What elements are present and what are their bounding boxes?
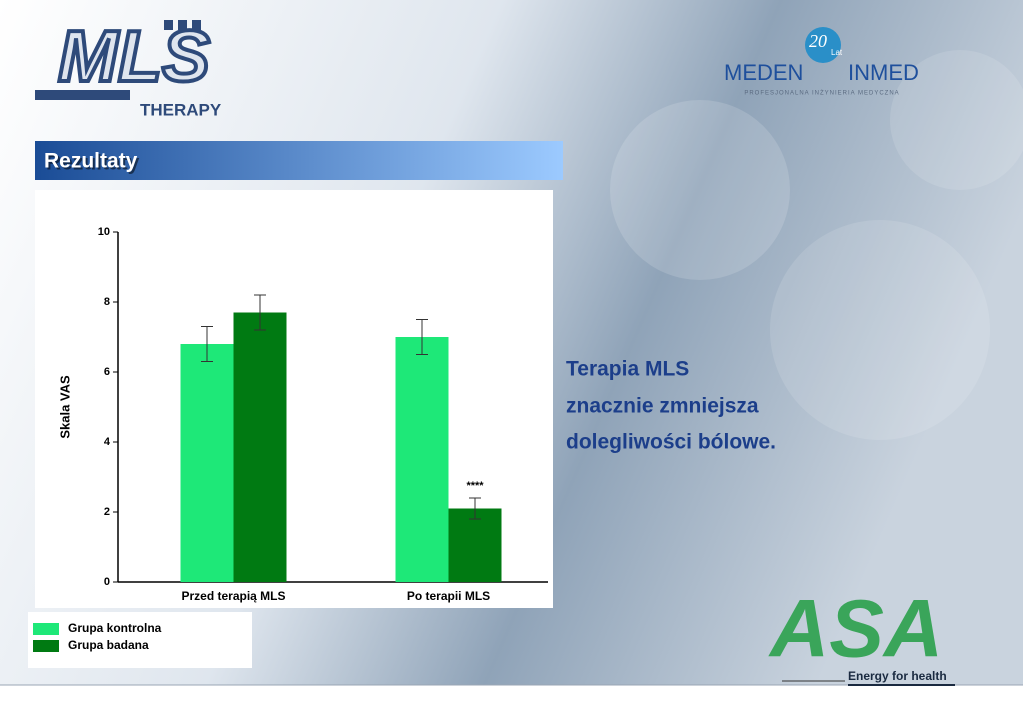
y-tick-label: 4 <box>104 436 111 448</box>
decor <box>770 220 990 440</box>
footer-tagline: Energy for health <box>848 669 947 683</box>
section-title-shadow: Rezultaty <box>46 152 140 175</box>
partner-tagline: PROFESJONALNA INŻYNIERIA MEDYCZNA <box>744 90 899 97</box>
partner-right: INMED <box>848 60 919 85</box>
bar <box>233 312 287 582</box>
annotation: **** <box>466 480 484 492</box>
footer-logo: ASA <box>768 584 943 675</box>
legend-swatch <box>33 623 59 635</box>
logo-square <box>178 20 187 30</box>
legend-swatch <box>33 640 59 652</box>
y-tick-label: 10 <box>98 226 110 238</box>
logo-square <box>164 20 173 30</box>
y-tick-label: 8 <box>104 296 110 308</box>
legend-label: Grupa kontrolna <box>68 621 162 635</box>
legend-label: Grupa badana <box>68 638 149 652</box>
badge <box>805 27 841 63</box>
y-axis-label: Skala VAS <box>57 375 72 439</box>
x-tick-label: Przed terapią MLS <box>181 589 285 603</box>
y-tick-label: 2 <box>104 506 110 518</box>
error-bar <box>201 326 213 362</box>
claim-line: znacznie zmniejsza <box>566 395 759 418</box>
decor <box>890 50 1023 190</box>
claim-line: dolegliwości bólowe. <box>566 431 776 454</box>
logo-bar <box>35 90 130 100</box>
bottom-strip <box>0 685 1023 708</box>
x-tick-label: Po terapii MLS <box>407 589 490 603</box>
bar <box>180 344 234 582</box>
logo-sub: THERAPY <box>140 100 222 119</box>
partner-left: MEDEN <box>724 60 803 85</box>
claim-line: Terapia MLS <box>566 358 689 381</box>
logo-square <box>192 20 201 30</box>
legend-panel <box>28 612 252 668</box>
bar <box>448 508 502 582</box>
badge-number: 20 <box>809 31 827 51</box>
error-bar <box>469 497 481 520</box>
section-title: Rezultaty <box>44 150 138 173</box>
chart: 0 2 4 6 8 10 Skala VAS Przed terapią MLS Po tera… <box>33 226 548 652</box>
bar <box>395 337 449 582</box>
section-bar <box>35 141 563 180</box>
error-bar <box>254 294 266 331</box>
badge-sub: Lat <box>831 48 843 57</box>
decor <box>610 100 790 280</box>
logo: MLS <box>58 17 210 97</box>
y-tick-label: 0 <box>104 576 110 588</box>
y-tick-label: 6 <box>104 366 110 378</box>
error-bar <box>416 319 428 355</box>
